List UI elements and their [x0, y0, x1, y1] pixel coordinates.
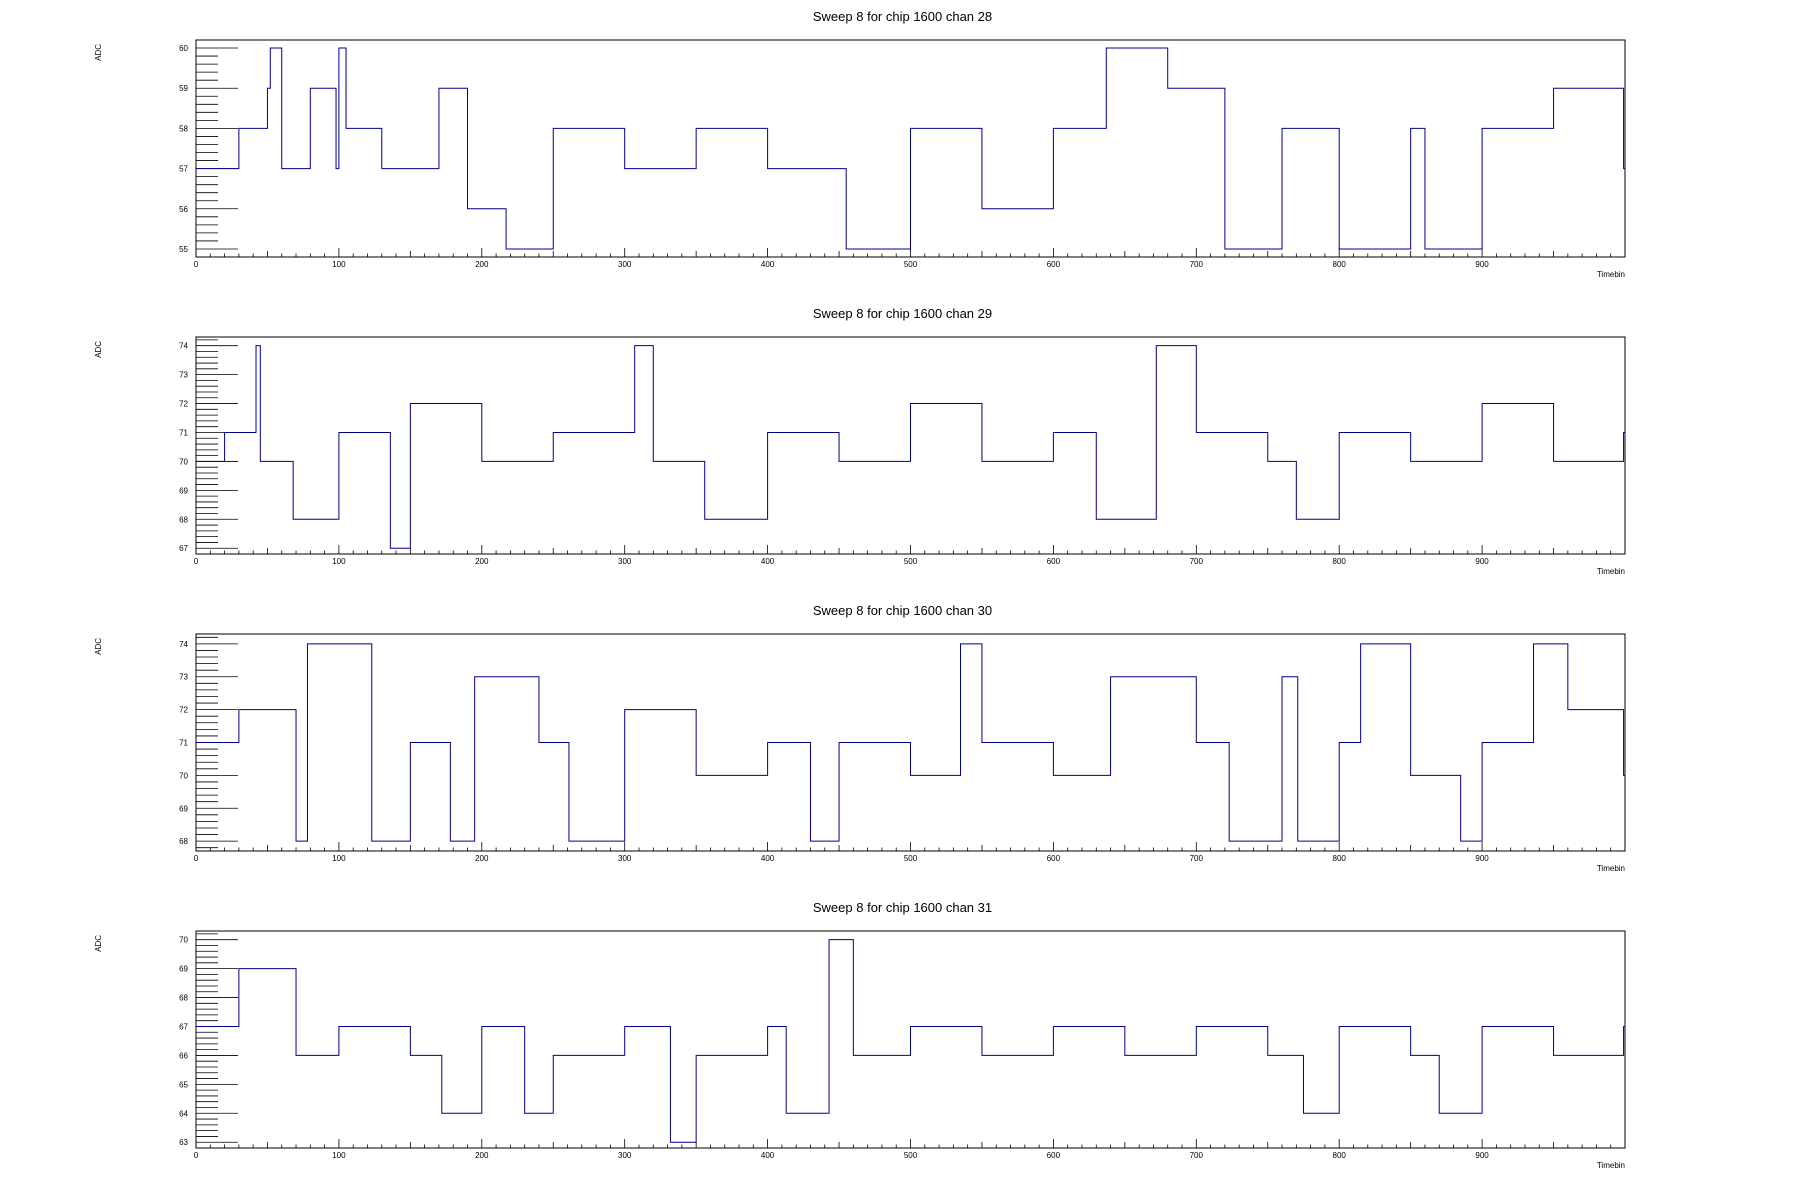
- x-tick-label: 800: [1333, 1151, 1347, 1160]
- y-axis-label: ADC: [94, 341, 103, 358]
- x-tick-label: 0: [194, 1151, 199, 1160]
- y-tick-label: 65: [179, 1080, 188, 1089]
- x-tick-label: 0: [194, 854, 199, 863]
- x-tick-label: 700: [1190, 260, 1204, 269]
- y-tick-label: 55: [179, 245, 188, 254]
- x-tick-label: 900: [1475, 1151, 1489, 1160]
- data-series-line: [196, 939, 1625, 1143]
- x-tick-label: 300: [618, 1151, 632, 1160]
- y-tick-label: 68: [179, 994, 188, 1003]
- x-tick-label: 200: [475, 260, 489, 269]
- y-tick-label: 56: [179, 205, 188, 214]
- y-tick-label: 70: [179, 936, 188, 945]
- chart-title: Sweep 8 for chip 1600 chan 29: [813, 306, 992, 321]
- x-tick-label: 100: [332, 557, 346, 566]
- x-tick-label: 300: [618, 260, 632, 269]
- chart-panel-3: Sweep 8 for chip 1600 chan 31 ADC Timebin 0…: [94, 900, 1626, 1170]
- x-tick-label: 0: [194, 260, 199, 269]
- x-tick-label: 400: [761, 557, 775, 566]
- x-tick-label: 800: [1333, 557, 1347, 566]
- y-tick-label: 72: [179, 706, 188, 715]
- x-tick-label: 800: [1333, 260, 1347, 269]
- y-axis-label: ADC: [94, 638, 103, 655]
- data-series-line: [196, 345, 1625, 549]
- y-tick-label: 70: [179, 771, 188, 780]
- data-series-line: [196, 643, 1625, 842]
- x-tick-label: 600: [1047, 1151, 1061, 1160]
- y-tick-label: 69: [179, 804, 188, 813]
- chart-title: Sweep 8 for chip 1600 chan 28: [813, 9, 992, 24]
- x-tick-label: 700: [1190, 1151, 1204, 1160]
- x-tick-label: 200: [475, 1151, 489, 1160]
- data-series-line: [196, 47, 1625, 250]
- chart-panel-1: Sweep 8 for chip 1600 chan 29 ADC Timebin 0…: [94, 306, 1626, 576]
- y-axis-label: ADC: [94, 935, 103, 952]
- y-tick-label: 66: [179, 1051, 188, 1060]
- x-tick-label: 400: [761, 854, 775, 863]
- x-tick-label: 600: [1047, 260, 1061, 269]
- y-tick-label: 67: [179, 544, 188, 553]
- x-axis-label: Timebin: [1597, 1161, 1625, 1170]
- x-tick-label: 300: [618, 854, 632, 863]
- y-axis-label: ADC: [94, 44, 103, 61]
- y-tick-label: 71: [179, 428, 188, 437]
- x-tick-label: 500: [904, 557, 918, 566]
- chart-panel-0: Sweep 8 for chip 1600 chan 28 ADC Timebin 0…: [94, 9, 1626, 279]
- y-tick-label: 74: [179, 640, 188, 649]
- x-tick-label: 600: [1047, 854, 1061, 863]
- y-tick-label: 72: [179, 400, 188, 409]
- y-tick-label: 63: [179, 1138, 188, 1147]
- x-tick-label: 900: [1475, 854, 1489, 863]
- y-tick-label: 68: [179, 837, 188, 846]
- x-tick-label: 700: [1190, 854, 1204, 863]
- x-tick-label: 600: [1047, 557, 1061, 566]
- y-tick-label: 69: [179, 486, 188, 495]
- x-axis-label: Timebin: [1597, 567, 1625, 576]
- x-axis-label: Timebin: [1597, 864, 1625, 873]
- y-tick-label: 60: [179, 44, 188, 53]
- x-tick-label: 100: [332, 1151, 346, 1160]
- x-tick-label: 400: [761, 1151, 775, 1160]
- y-tick-label: 71: [179, 739, 188, 748]
- x-tick-label: 0: [194, 557, 199, 566]
- x-tick-label: 200: [475, 557, 489, 566]
- x-tick-label: 500: [904, 1151, 918, 1160]
- x-tick-label: 900: [1475, 260, 1489, 269]
- chart-title: Sweep 8 for chip 1600 chan 30: [813, 603, 992, 618]
- y-tick-label: 70: [179, 457, 188, 466]
- chart-panel-2: Sweep 8 for chip 1600 chan 30 ADC Timebin 0…: [94, 603, 1626, 873]
- x-tick-label: 800: [1333, 854, 1347, 863]
- y-tick-label: 74: [179, 342, 188, 351]
- y-tick-label: 68: [179, 515, 188, 524]
- y-tick-label: 69: [179, 965, 188, 974]
- x-tick-label: 500: [904, 854, 918, 863]
- y-tick-label: 67: [179, 1022, 188, 1031]
- chart-title: Sweep 8 for chip 1600 chan 31: [813, 900, 992, 915]
- y-tick-label: 64: [179, 1109, 188, 1118]
- x-tick-label: 100: [332, 260, 346, 269]
- x-tick-label: 900: [1475, 557, 1489, 566]
- x-tick-label: 300: [618, 557, 632, 566]
- y-tick-label: 73: [179, 673, 188, 682]
- x-axis-label: Timebin: [1597, 270, 1625, 279]
- x-tick-label: 400: [761, 260, 775, 269]
- y-tick-label: 58: [179, 124, 188, 133]
- x-tick-label: 200: [475, 854, 489, 863]
- x-tick-label: 700: [1190, 557, 1204, 566]
- y-tick-label: 73: [179, 371, 188, 380]
- y-tick-label: 57: [179, 165, 188, 174]
- x-tick-label: 500: [904, 260, 918, 269]
- x-tick-label: 100: [332, 854, 346, 863]
- y-tick-label: 59: [179, 84, 188, 93]
